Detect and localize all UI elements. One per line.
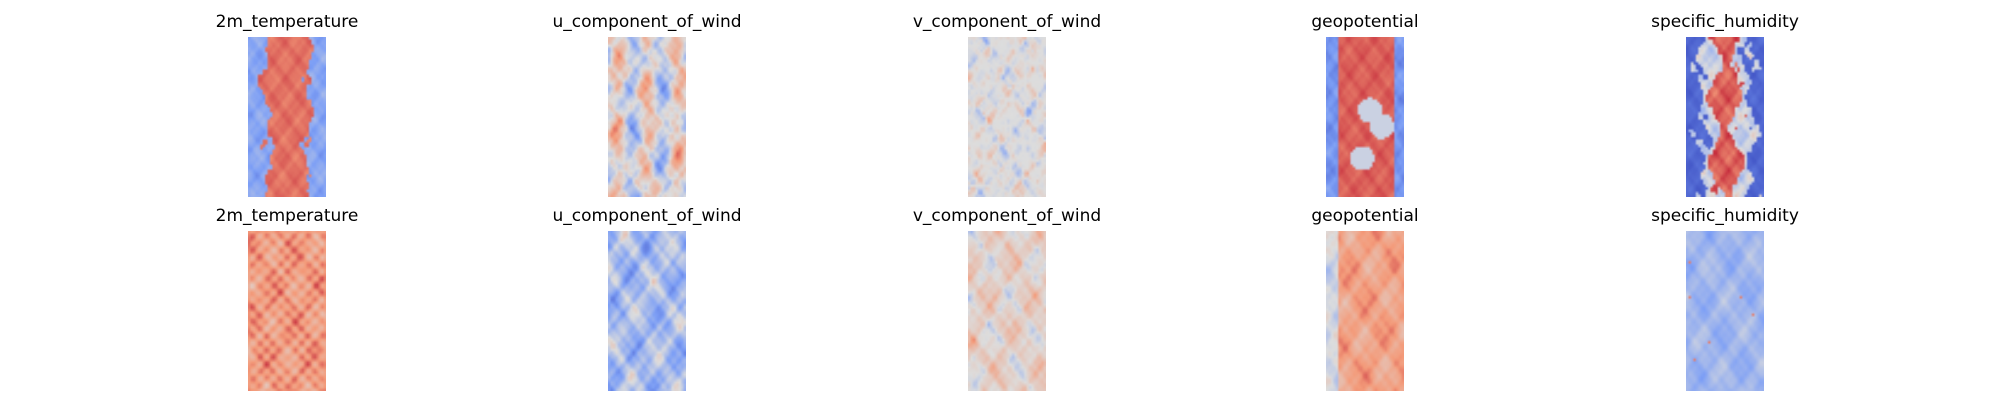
panel-title: geopotential <box>1311 12 1419 32</box>
heatmap-warm-noise <box>248 231 326 391</box>
heatmap-warm-soft <box>1326 231 1404 391</box>
panel-specific-humidity: specific_humidity <box>1580 206 1870 396</box>
panel-v-component-of-wind: v_component_of_wind <box>862 12 1152 202</box>
panel-geopotential: geopotential <box>1220 206 1510 396</box>
panel-title: 2m_temperature <box>215 206 359 226</box>
panel-u-component-of-wind: u_component_of_wind <box>502 12 792 202</box>
heatmap-humid-core <box>1686 37 1764 197</box>
panel-geopotential: geopotential <box>1220 12 1510 202</box>
panel-title: specific_humidity <box>1651 206 1799 226</box>
heatmap-mixed-noise <box>968 231 1046 391</box>
panel-title: u_component_of_wind <box>552 206 742 226</box>
heatmap-neutral-noise <box>968 37 1046 197</box>
heatmap-warm-band <box>248 37 326 197</box>
panel-title: 2m_temperature <box>215 12 359 32</box>
panel-2m-temperature: 2m_temperature <box>142 206 432 396</box>
panel-title: geopotential <box>1311 206 1419 226</box>
panel-title: u_component_of_wind <box>552 12 742 32</box>
panel-specific-humidity: specific_humidity <box>1580 12 1870 202</box>
panel-u-component-of-wind: u_component_of_wind <box>502 206 792 396</box>
panel-title: v_component_of_wind <box>912 206 1102 226</box>
panel-2m-temperature: 2m_temperature <box>142 12 432 202</box>
heatmap-warm-band-cells <box>1326 37 1404 197</box>
panel-title: specific_humidity <box>1651 12 1799 32</box>
heatmap-cool-speckle <box>1686 231 1764 391</box>
panel-title: v_component_of_wind <box>912 12 1102 32</box>
panel-v-component-of-wind: v_component_of_wind <box>862 206 1152 396</box>
heatmap-stripe-noise <box>608 37 686 197</box>
heatmap-cool-noise <box>608 231 686 391</box>
